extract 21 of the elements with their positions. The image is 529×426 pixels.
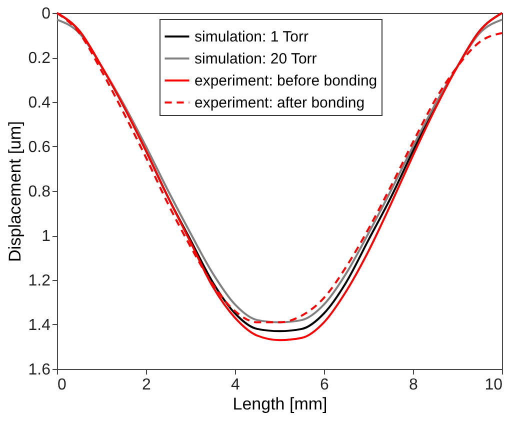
y-tick-label: 0: [42, 6, 51, 22]
x-tick-label: 2: [142, 376, 152, 394]
legend-label: simulation: 1 Torr: [194, 28, 308, 46]
y-tick-label: 1.4: [28, 317, 51, 334]
y-tick-label: 0.4: [28, 94, 51, 112]
x-tick-label: 4: [231, 376, 240, 394]
y-tick-label: 0.6: [28, 139, 51, 156]
legend-label: experiment: before bonding: [194, 72, 378, 90]
legend-label: experiment: after bonding: [194, 94, 365, 112]
x-tick-label: 10: [484, 376, 503, 394]
y-tick-label: 1: [42, 228, 51, 245]
y-tick-label: 1.6: [28, 362, 51, 378]
y-axis-title: Displacement [um]: [5, 121, 24, 262]
x-axis-title: Length [mm]: [232, 394, 328, 414]
y-tick-label: 1.2: [28, 272, 51, 290]
y-tick-label: 0.2: [28, 50, 51, 67]
x-tick-label: 0: [58, 376, 66, 394]
y-tick-label: 0.8: [28, 184, 51, 200]
x-tick-label: 6: [320, 376, 330, 394]
legend-label: simulation: 20 Torr: [194, 50, 317, 68]
x-tick-label: 8: [409, 376, 418, 394]
